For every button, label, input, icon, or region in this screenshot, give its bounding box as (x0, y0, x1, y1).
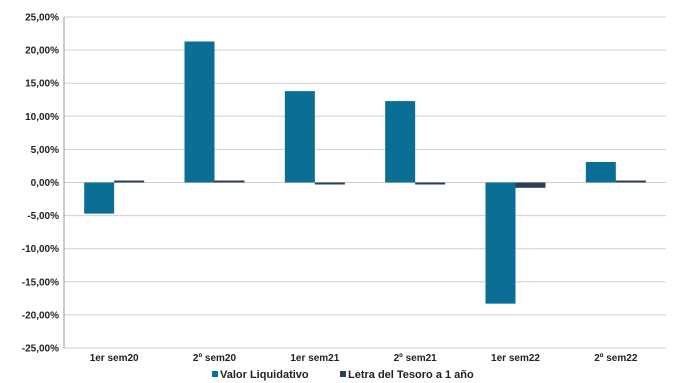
y-tick-label: 0,00% (31, 178, 59, 189)
bar-valor-liquidativo (284, 91, 315, 183)
bar-valor-liquidativo (485, 182, 516, 304)
x-tick-label: 1er sem21 (290, 353, 339, 364)
y-tick-label: -20,00% (22, 310, 59, 321)
y-tick-label: 20,00% (25, 46, 59, 57)
y-tick-label: 25,00% (25, 13, 59, 24)
y-axis-tick-labels: 25,00% 20,00% 15,00% 10,00% 5,00% 0,00% -5,00%… (22, 13, 59, 355)
bar-letra-tesoro (415, 182, 446, 185)
legend-label: Valor Liquidativo (220, 369, 309, 381)
bar-valor-liquidativo (585, 161, 616, 183)
legend-label: Letra del Tesoro a 1 año (348, 369, 474, 381)
bars (84, 41, 646, 304)
gridlines (63, 16, 666, 349)
x-tick-label: 1er sem20 (90, 353, 139, 364)
x-axis-tick-labels: 1er sem20 2º sem20 1er sem21 2º sem21 1er se… (90, 353, 638, 364)
y-tick-label: -25,00% (22, 344, 59, 355)
x-tick-label: 2º sem20 (193, 353, 237, 364)
legend-swatch (340, 371, 346, 377)
bar-valor-liquidativo (84, 182, 115, 214)
bar-valor-liquidativo (385, 101, 416, 183)
y-tick-label: -10,00% (22, 244, 59, 255)
y-tick-label: 5,00% (31, 145, 59, 156)
bar-letra-tesoro (515, 182, 546, 188)
bar-letra-tesoro (314, 182, 345, 185)
bar-letra-tesoro (615, 180, 646, 183)
legend-swatch (212, 371, 218, 377)
y-tick-label: 10,00% (25, 112, 59, 123)
y-tick-label: -15,00% (22, 277, 59, 288)
bar-valor-liquidativo (184, 41, 215, 183)
bar-letra-tesoro (114, 180, 145, 183)
x-tick-label: 1er sem22 (491, 353, 540, 364)
bar-letra-tesoro (214, 180, 245, 183)
y-tick-label: -5,00% (27, 211, 59, 222)
x-tick-label: 2º sem21 (394, 353, 438, 364)
y-tick-label: 15,00% (25, 79, 59, 90)
legend: Valor Liquidativo Letra del Tesoro a 1 añ… (212, 369, 474, 381)
x-tick-label: 2º sem22 (594, 353, 638, 364)
